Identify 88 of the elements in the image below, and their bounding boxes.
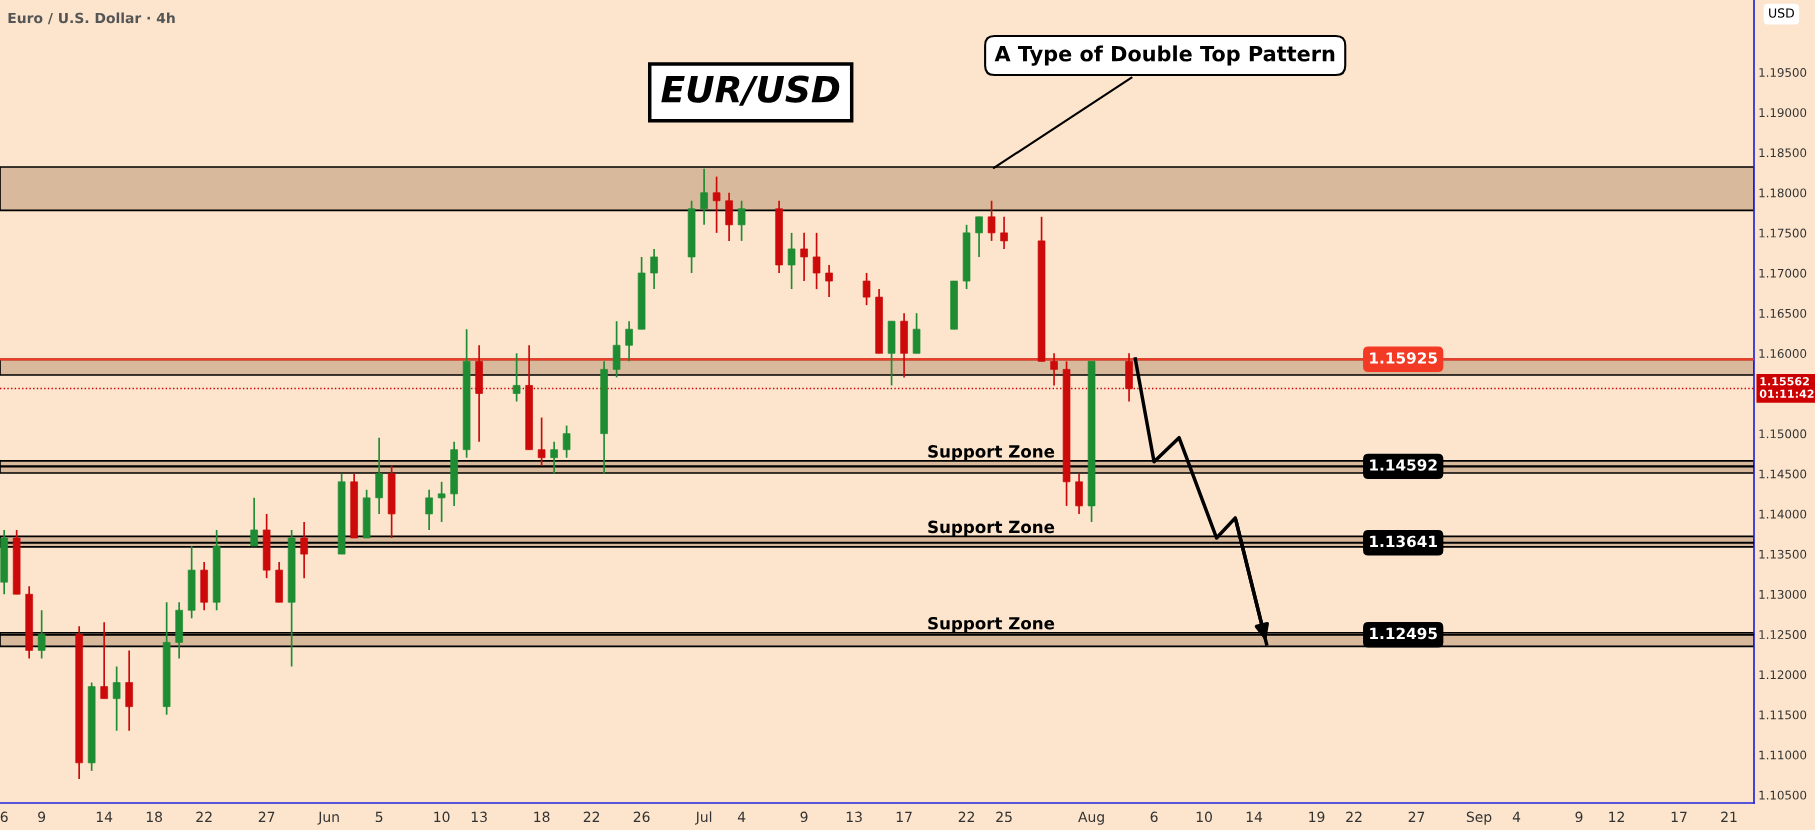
x-tick-label: 10 [1196, 811, 1212, 823]
candlestick [800, 232, 808, 282]
candlestick [512, 352, 521, 403]
x-tick-label: 22 [196, 811, 212, 822]
y-tick-label: 1.14500 [1759, 469, 1807, 479]
y-tick-label: 1.19500 [1759, 67, 1807, 77]
x-tick-label: Sep [1466, 811, 1492, 825]
band-label: Support Zone [928, 520, 1055, 537]
x-tick-label: 26 [633, 811, 650, 823]
text: EUR/USD [661, 75, 840, 106]
candlestick [812, 232, 821, 290]
x-tick-label: 14 [96, 811, 113, 822]
band-label: Support Zone [928, 445, 1055, 461]
x-tick-label: 21 [1721, 811, 1737, 822]
candlestick [975, 215, 983, 258]
x-tick-label: 9 [38, 811, 46, 823]
ref-line-label: 1.15562 01:11:42 [1759, 377, 1814, 398]
x-tick-label: Aug [1078, 811, 1104, 825]
y-tick-label: 1.18500 [1759, 148, 1807, 158]
candlestick [862, 272, 871, 306]
x-tick-label: 18 [146, 811, 163, 823]
candlestick [625, 320, 633, 363]
y-tick-label: 1.16500 [1759, 308, 1807, 318]
candlestick [1000, 215, 1008, 250]
candlestick [712, 175, 721, 234]
y-tick-label: 1.13000 [1759, 589, 1807, 599]
x-tick-label: 22 [958, 811, 975, 822]
candlestick [825, 264, 833, 298]
x-tick-label: 18 [534, 811, 550, 823]
candlestick [987, 199, 996, 242]
y-tick-label: 1.15000 [1759, 429, 1807, 439]
x-tick-label: 13 [471, 811, 487, 823]
ref-line-label: 1.14592 [1370, 459, 1437, 471]
band-label: Support Zone [928, 616, 1055, 633]
x-tick-label: 17 [1671, 811, 1687, 822]
x-tick-label: 14 [1246, 811, 1263, 822]
x-tick-label: 4 [1512, 811, 1521, 822]
x-tick-label: 25 [996, 811, 1012, 823]
y-tick-label: 1.17000 [1759, 268, 1807, 278]
y-tick-label: 1.12000 [1759, 670, 1807, 680]
annotation: A Type of Double Top Pattern [994, 45, 1335, 66]
y-tick-label: 1.16000 [1759, 349, 1807, 358]
candlestick [700, 167, 708, 226]
x-tick-label: 17 [896, 811, 912, 822]
x-tick-label: 6 [0, 811, 8, 823]
text: USD [1769, 8, 1794, 18]
ref-line-label: 1.12495 [1370, 627, 1437, 640]
ref-line-label: 1.13641 [1370, 535, 1437, 548]
candlestick [1050, 352, 1058, 387]
candlestick [550, 440, 558, 475]
candlestick [100, 621, 108, 700]
x-tick-label: 4 [737, 811, 746, 822]
x-tick-label: 27 [258, 811, 275, 822]
y-tick-label: 1.11500 [1759, 710, 1807, 720]
y-tick-label: 1.14000 [1759, 509, 1807, 519]
y-tick-label: 1.13500 [1759, 549, 1807, 559]
x-tick-label: 19 [1309, 811, 1325, 823]
text: Euro / U.S. Dollar · 4h [8, 12, 175, 25]
candlestick [300, 521, 308, 579]
y-tick-label: 1.17500 [1759, 228, 1807, 238]
candlestick [425, 488, 433, 531]
y-tick-label: 1.10500 [1759, 790, 1807, 800]
x-tick-label: 27 [1408, 811, 1425, 822]
x-tick-label: Jun [317, 811, 339, 825]
y-tick-label: 1.18000 [1759, 188, 1807, 198]
candlestick [537, 416, 546, 467]
y-tick-label: 1.19000 [1759, 108, 1807, 118]
x-tick-label: Jul [695, 811, 712, 825]
x-tick-label: 9 [1575, 811, 1583, 823]
x-tick-label: 13 [846, 811, 862, 823]
y-tick-label: 1.12500 [1759, 630, 1807, 640]
ref-line-label: 1.15925 [1370, 352, 1437, 364]
x-tick-label: 10 [434, 811, 450, 823]
x-tick-label: 22 [1346, 811, 1362, 822]
candlestick [650, 248, 658, 290]
candlestick [437, 480, 446, 523]
candlestick [787, 232, 796, 290]
x-tick-label: 5 [375, 811, 383, 823]
candlestick [737, 199, 746, 242]
x-tick-label: 12 [1609, 811, 1624, 822]
x-tick-label: 22 [583, 811, 600, 822]
y-tick-label: 1.11000 [1759, 750, 1807, 760]
candlestick [250, 497, 258, 547]
candlestick [112, 665, 121, 732]
candlestick [562, 424, 571, 459]
x-tick-label: 9 [800, 811, 808, 823]
x-tick-label: 6 [1150, 811, 1158, 823]
candlestick [37, 609, 46, 660]
